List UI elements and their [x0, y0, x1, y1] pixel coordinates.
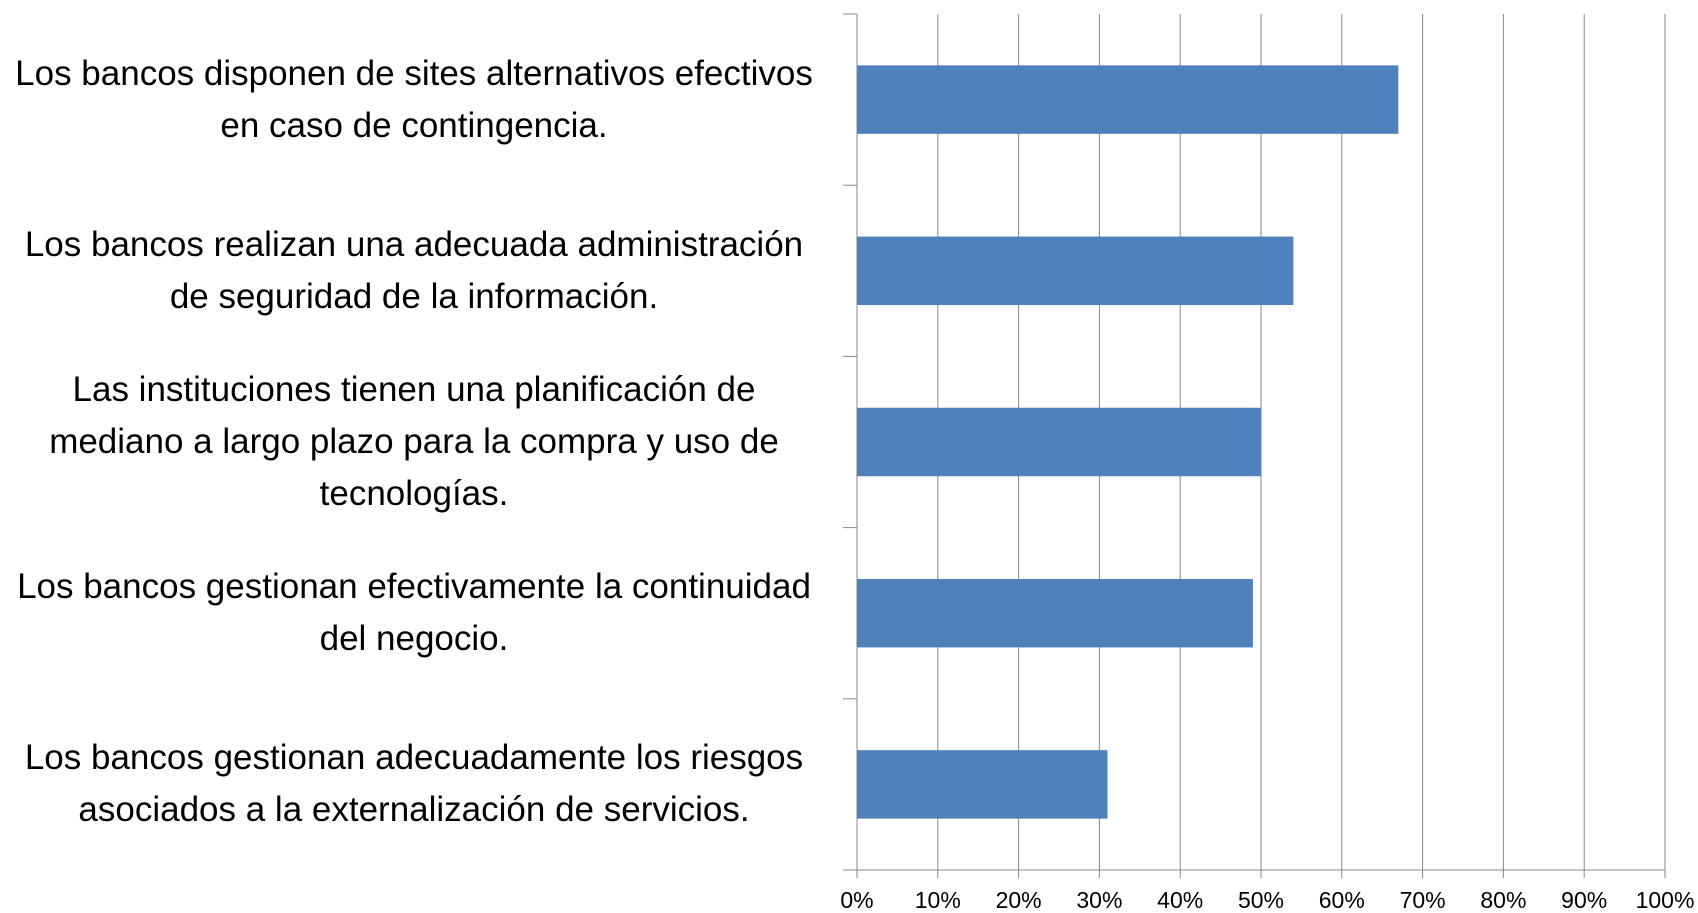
category-label: Los bancos gestionan adecuadamente los r…	[24, 738, 804, 830]
x-tick-label: 50%	[1238, 887, 1284, 913]
x-tick-label: 20%	[996, 887, 1042, 913]
bar	[857, 236, 1294, 306]
category-label: Los bancos disponen de sites alternativo…	[15, 53, 813, 145]
x-tick-label: 10%	[915, 887, 961, 913]
x-tick-label: 70%	[1400, 887, 1446, 913]
x-tick-label: 40%	[1157, 887, 1203, 913]
bar	[857, 65, 1399, 134]
x-tick-label: 30%	[1076, 887, 1122, 913]
category-label: Los bancos realizan una adecuada adminis…	[24, 224, 804, 316]
x-tick-label: 90%	[1561, 887, 1607, 913]
x-tick-label: 100%	[1636, 887, 1695, 913]
bar	[857, 407, 1261, 477]
bar	[857, 578, 1253, 648]
x-tick-label: 60%	[1319, 887, 1365, 913]
x-tick-label: 80%	[1480, 887, 1526, 913]
category-label: Las instituciones tienen una planificaci…	[49, 370, 779, 513]
category-label: Los bancos gestionan efectivamente la co…	[17, 567, 811, 659]
x-tick-label: 0%	[840, 887, 873, 913]
bar	[857, 750, 1108, 819]
